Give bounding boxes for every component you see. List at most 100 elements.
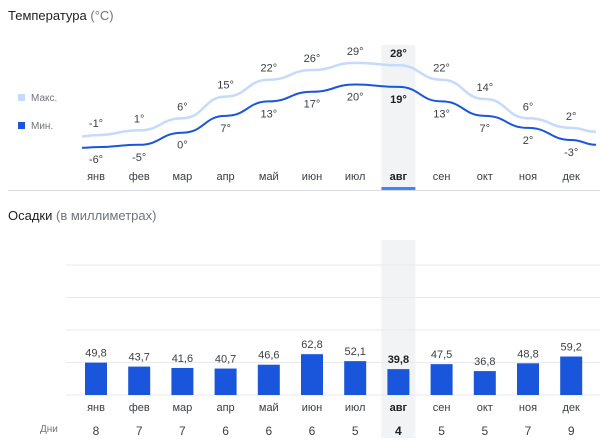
precip-month-label: ноя [519,402,537,414]
precip-month-label: июл [345,402,366,414]
temperature-title: Температура (°C) [8,8,114,23]
max-temp-label: 28° [390,48,407,60]
max-temp-label: -1° [89,118,103,130]
precip-month-label: фев [129,402,150,414]
precip-bar [430,364,453,395]
max-temp-label: 26° [304,53,321,65]
precip-month-label: сен [433,402,451,414]
min-temp-label: 20° [347,92,364,104]
temperature-title-text: Температура [8,8,87,23]
rain-days-value: 9 [568,424,575,438]
precip-value-label: 48,8 [517,348,538,360]
precip-bar [171,367,194,395]
section-divider [8,190,600,191]
temperature-unit: (°C) [90,8,114,23]
min-temp-label: -5° [132,152,146,164]
min-temp-label: 13° [433,108,450,120]
rain-days-value: 7 [525,424,532,438]
min-temp-label: 7° [220,123,231,135]
precip-bar [85,362,107,395]
rain-days-value: 5 [481,424,488,438]
precip-value-label: 43,7 [128,352,149,364]
precip-value-label: 49,8 [85,348,106,360]
max-temp-label: 29° [347,46,364,58]
precip-bar [128,366,151,395]
min-temp-label: -6° [89,154,103,166]
precipitation-title: Осадки (в миллиметрах) [8,208,156,223]
precip-bar [257,364,280,395]
month-tab-9[interactable]: окт [477,171,493,183]
precip-month-label: май [259,402,279,414]
rain-days-value: 6 [222,424,229,438]
month-tab-6[interactable]: июл [345,171,366,183]
legend-label-max: Макс. [31,93,57,104]
precip-value-label: 41,6 [172,353,193,365]
precip-value-label: 36,8 [474,356,495,368]
precip-value-label: 59,2 [560,342,581,354]
highlight-column-precipitation [381,240,416,438]
month-tab-10[interactable]: ноя [519,171,537,183]
days-caption: Дни [40,424,58,435]
month-tab-2[interactable]: мар [172,171,192,183]
max-temp-label: 15° [217,80,234,92]
rain-days-value: 7 [136,424,143,438]
legend-swatch-max [18,94,25,101]
max-temp-label: 6° [177,101,188,113]
month-tab-3[interactable]: апр [216,171,234,183]
precip-value-label: 52,1 [344,346,365,358]
precip-month-label: окт [477,402,493,414]
min-temp-label: 17° [304,99,321,111]
min-temp-label: 2° [523,135,534,147]
precipitation-title-text: Осадки [8,208,53,223]
rain-days-value: 6 [265,424,272,438]
month-tab-1[interactable]: фев [129,171,150,183]
month-tab-11[interactable]: дек [563,171,581,183]
precip-value-label: 62,8 [301,339,322,351]
precip-value-label: 47,5 [431,349,452,361]
min-temp-label: 13° [260,108,277,120]
max-temp-label: 22° [260,63,277,75]
month-tab-4[interactable]: май [259,171,279,183]
rain-days-value: 8 [93,424,100,438]
month-tab-0[interactable]: янв [87,171,105,183]
precip-month-label: авг [390,402,408,414]
rain-days-value: 6 [309,424,316,438]
legend-swatch-min [18,122,25,129]
month-tab-8[interactable]: сен [433,171,451,183]
precip-month-label: янв [87,402,105,414]
precip-value-label: 39,8 [388,354,409,366]
min-temp-label: 7° [480,123,491,135]
rain-days-value: 5 [352,424,359,438]
rain-days-value: 4 [395,424,402,438]
rain-days-value: 5 [438,424,445,438]
highlight-column-temperature [381,45,416,188]
precip-month-label: апр [216,402,234,414]
precip-month-label: мар [172,402,192,414]
precip-month-label: дек [563,402,581,414]
min-temp-label: 19° [390,94,407,106]
series-line-max [81,61,597,138]
precipitation-unit: (в миллиметрах) [56,208,157,223]
month-tab-5[interactable]: июн [302,171,322,183]
rain-days-value: 7 [179,424,186,438]
month-tab-7[interactable]: авг [390,171,408,183]
precip-bar [473,371,496,395]
selected-month-underline [381,187,416,190]
precip-bar [517,363,539,395]
precip-value-label: 46,6 [258,350,279,362]
precip-bar [387,369,410,395]
max-temp-label: 22° [433,63,450,75]
min-temp-label: 0° [177,140,188,152]
legend-label-min: Мин. [31,121,53,132]
precip-month-label: июн [302,402,322,414]
series-line-min [81,83,597,149]
max-temp-label: 2° [566,111,577,123]
max-temp-label: 1° [134,113,145,125]
max-temp-label: 6° [523,101,534,113]
precip-bar [344,361,367,395]
max-temp-label: 14° [476,82,493,94]
precip-bar [214,368,237,395]
precip-bar [560,356,583,395]
min-temp-label: -3° [564,147,578,159]
